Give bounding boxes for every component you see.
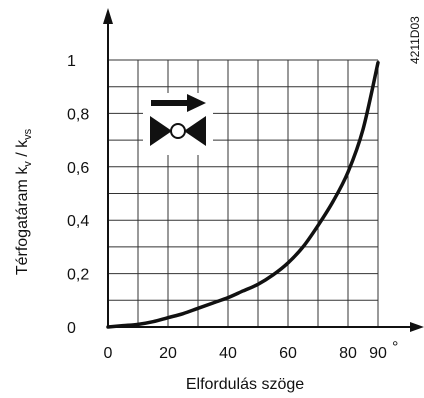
y-axis-label-sub-v: v	[22, 161, 34, 167]
y-tick-label: 0,4	[67, 213, 89, 230]
x-tick-label: 80	[339, 345, 357, 362]
axes	[103, 8, 424, 332]
y-tick-label: 1	[67, 53, 76, 70]
x-tick-label: 90	[369, 345, 387, 362]
y-tick-label: 0,8	[67, 106, 89, 123]
y-tick-label: 0,6	[67, 160, 89, 177]
x-axis-label: Elfordulás szöge	[186, 376, 304, 393]
x-tick-label: 20	[159, 345, 177, 362]
valve-right-triangle	[184, 116, 206, 146]
arrow-right-icon	[151, 94, 206, 112]
y-axis-label-sub-vs: vs	[22, 128, 34, 140]
figure-code: 4211D03	[408, 16, 422, 64]
y-tick-label: 0,2	[67, 267, 89, 284]
valve-left-triangle	[150, 116, 172, 146]
y-tick-label: 0	[67, 320, 76, 337]
y-axis-label: Térfogatáram kv / kvs	[14, 128, 34, 275]
flow-characteristic-curve	[106, 60, 380, 329]
y-axis-label-main: Térfogatáram k	[14, 166, 31, 275]
series-layer	[106, 60, 380, 329]
x-tick-label: 40	[219, 345, 237, 362]
y-axis-label-mid: / k	[14, 139, 31, 161]
grid	[108, 59, 379, 327]
x-axis-arrow-icon	[410, 322, 424, 332]
x-unit-label: °	[392, 339, 398, 356]
valve-ball	[170, 123, 186, 139]
valve-symbol-icon	[143, 93, 213, 155]
x-tick-label: 0	[104, 345, 113, 362]
y-axis-arrow-icon	[103, 8, 113, 24]
x-tick-label: 60	[279, 345, 297, 362]
tick-labels: 0 0,2 0,4 0,6 0,8 1 0 20 40 60 80 90 °	[67, 53, 398, 362]
